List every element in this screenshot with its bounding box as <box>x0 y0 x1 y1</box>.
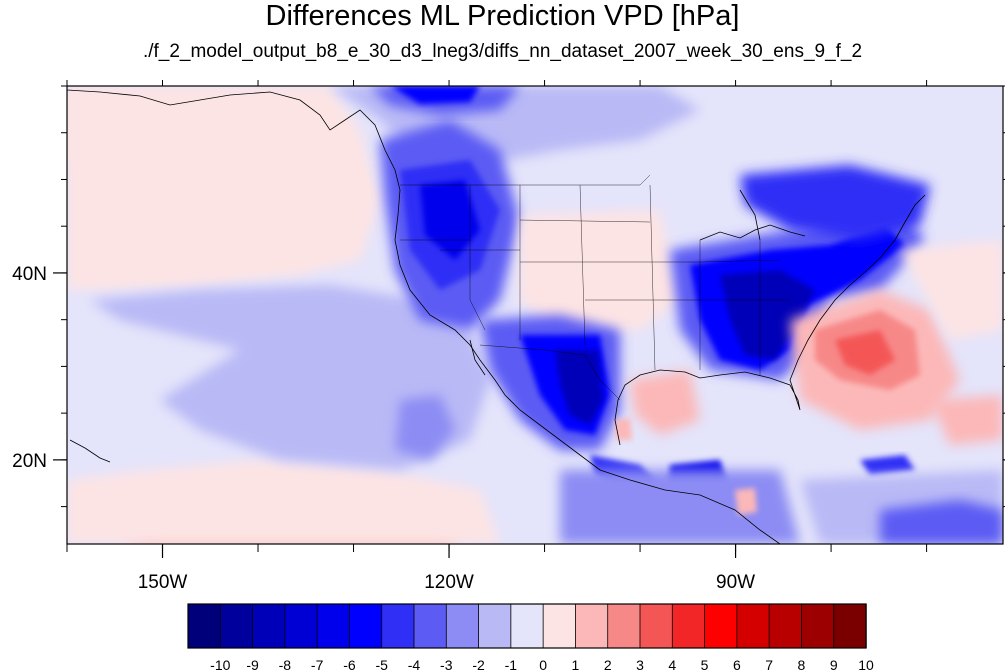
y-tick-label: 20N <box>12 451 47 472</box>
coastlines <box>67 89 926 544</box>
colorbar-swatch <box>704 603 738 649</box>
colorbar-swatch <box>445 603 480 649</box>
colorbar-label: -5 <box>375 657 388 672</box>
colorbar-label: 8 <box>798 657 806 672</box>
colorbar-label: -1 <box>505 657 518 672</box>
y-axis-ticks: 40N 20N <box>12 85 1005 508</box>
colorbar-label: 4 <box>668 657 676 672</box>
colorbar-label: -2 <box>472 657 485 672</box>
colorbar-swatch <box>768 603 803 649</box>
x-tick-label: 150W <box>138 572 188 593</box>
colorbar-swatch <box>349 603 383 649</box>
colorbar-swatch <box>284 603 318 649</box>
colorbar-swatch <box>381 603 415 649</box>
colorbar-label: -3 <box>440 657 453 672</box>
colorbar-swatch <box>639 603 673 649</box>
x-axis-ticks: 150W 120W 90W <box>66 80 928 593</box>
colorbar: -10 -9 -8 -7 -6 -5 -4 -3 -2 -1 0 1 2 3 4 5 6 7 8 9 10 <box>187 603 874 672</box>
map-title: Differences ML Prediction VPD [hPa] <box>265 0 740 32</box>
colorbar-swatch <box>413 603 447 649</box>
colorbar-swatch <box>671 603 706 649</box>
colorbar-label: 6 <box>733 657 741 672</box>
map-frame <box>66 85 1004 545</box>
difference-field <box>67 86 1003 544</box>
x-tick-label: 90W <box>716 572 755 593</box>
colorbar-swatch <box>736 603 770 649</box>
colorbar-swatch <box>801 603 835 649</box>
colorbar-swatch <box>575 603 609 649</box>
colorbar-label: 10 <box>858 657 874 672</box>
region-gulf-alaska-pink <box>67 95 200 170</box>
colorbar-swatch <box>542 603 577 649</box>
colorbar-label: -10 <box>210 657 230 672</box>
colorbar-swatch <box>607 603 641 649</box>
map-subtitle: ./f_2_model_output_b8_e_30_d3_lneg3/diff… <box>142 41 863 62</box>
colorbar-swatch <box>316 603 351 649</box>
colorbar-swatch <box>219 603 254 649</box>
colorbar-label: 2 <box>604 657 612 672</box>
y-tick-label: 40N <box>12 264 47 285</box>
colorbar-label: -6 <box>343 657 356 672</box>
colorbar-label: -7 <box>311 657 324 672</box>
colorbar-label: 9 <box>830 657 838 672</box>
colorbar-label: -9 <box>246 657 259 672</box>
x-tick-label: 120W <box>424 572 474 593</box>
colorbar-label: 1 <box>572 657 580 672</box>
colorbar-swatch <box>252 603 286 649</box>
colorbar-label: 3 <box>636 657 644 672</box>
colorbar-label: 5 <box>701 657 709 672</box>
colorbar-label: 0 <box>539 657 547 672</box>
colorbar-swatch <box>510 603 544 649</box>
political-borders <box>400 174 790 401</box>
colorbar-swatch <box>478 603 512 649</box>
colorbar-frame <box>187 603 867 649</box>
colorbar-swatch <box>187 603 221 649</box>
colorbar-label: -8 <box>279 657 292 672</box>
region-east-pacific-low <box>90 285 490 470</box>
colorbar-swatch <box>833 603 867 649</box>
colorbar-label: -4 <box>408 657 421 672</box>
colorbar-label: 7 <box>765 657 773 672</box>
